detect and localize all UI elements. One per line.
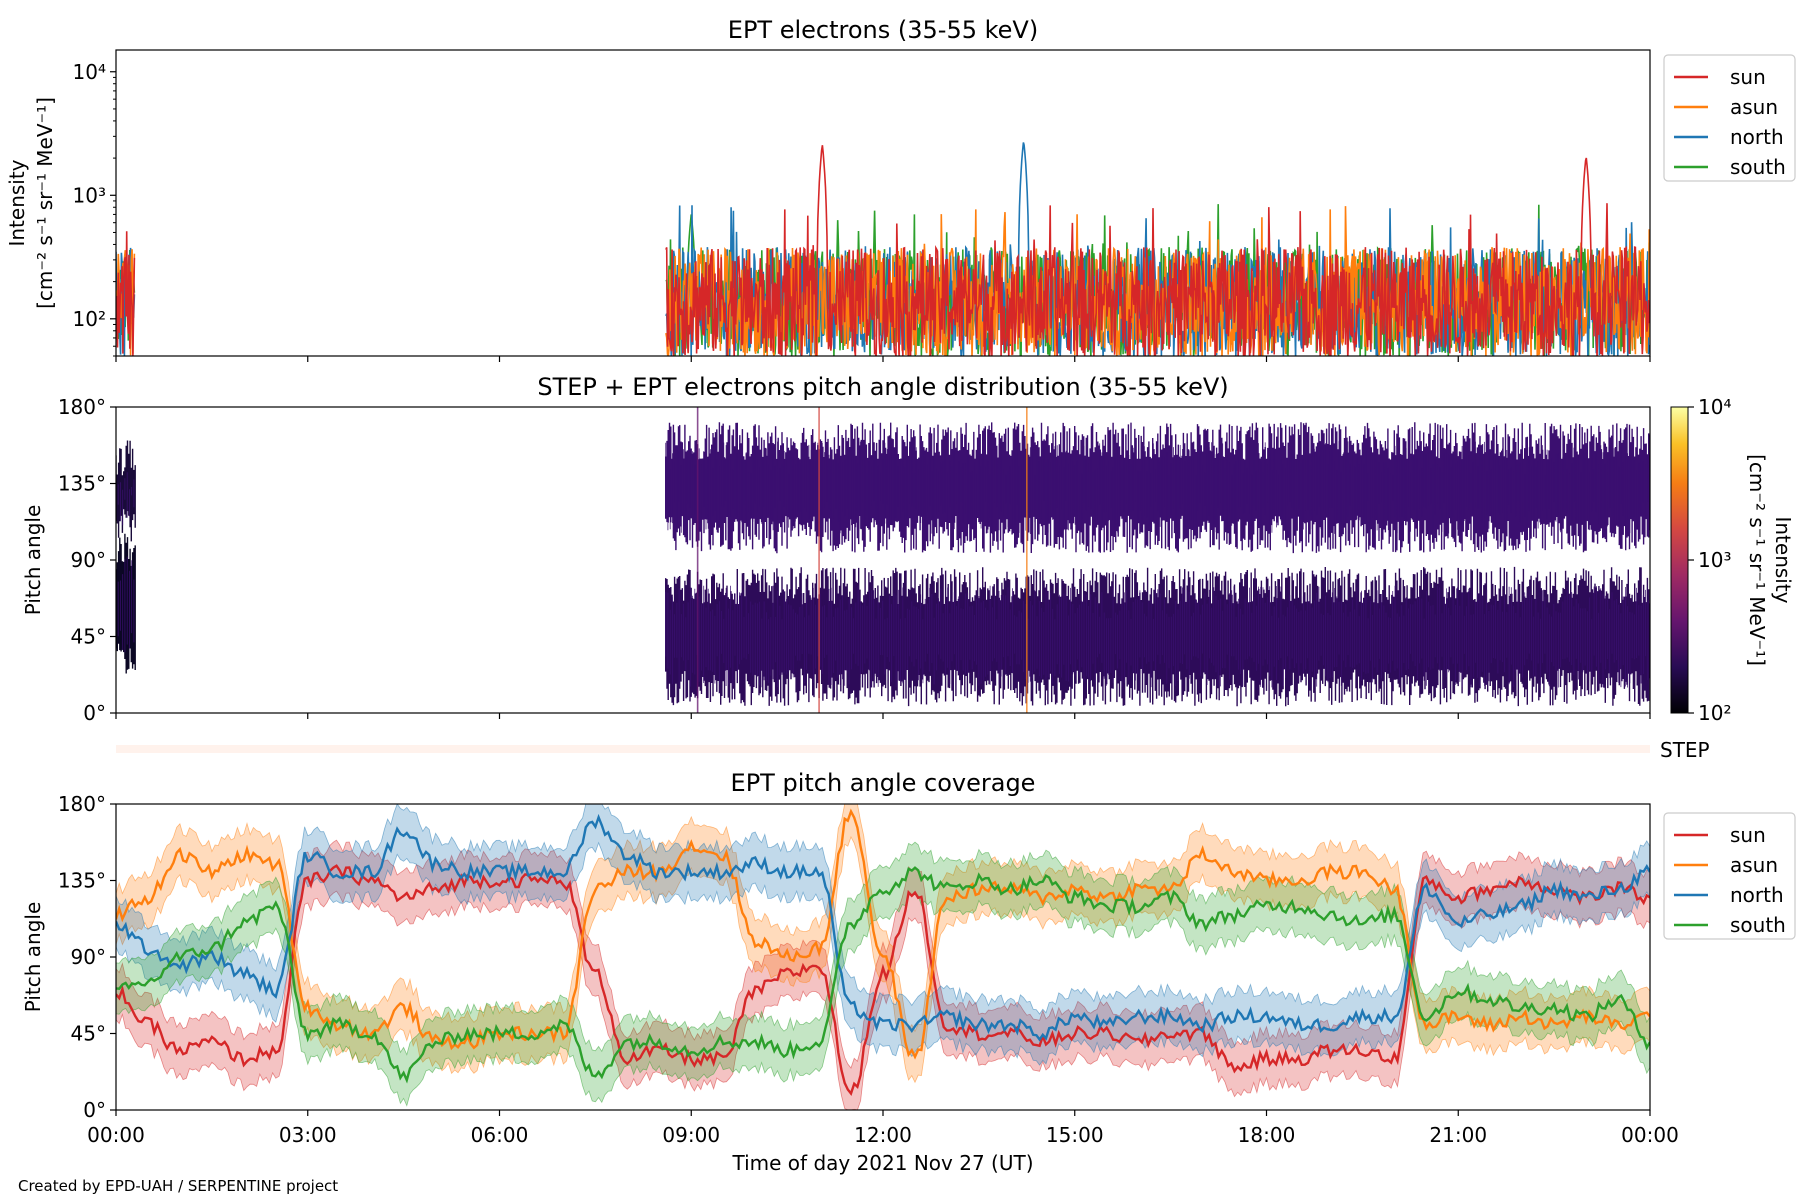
colorbar-tick-label: 10⁴ — [1698, 395, 1731, 419]
coverage-y-ticks: 0° 45° 90° 135° 180° — [58, 792, 116, 1122]
intensity-panel: EPT electrons (35-55 keV) 10² 10³ 10⁴ Inte… — [5, 16, 1796, 362]
pad-title: STEP + EPT electrons pitch angle distrib… — [537, 373, 1228, 401]
pad-plot-area — [116, 407, 1650, 713]
x-tick-label: 00:00 — [1621, 1123, 1679, 1147]
intensity-legend-label-asun: asun — [1730, 95, 1778, 119]
coverage-panel: EPT pitch angle coverage 0° 45° 90° 135° 180… — [21, 769, 1796, 1175]
coverage-band-sun — [116, 839, 1650, 1110]
step-label: STEP — [1660, 738, 1710, 762]
intensity-plot-area — [116, 142, 1650, 356]
colorbar-tick-label: 10³ — [1698, 548, 1731, 572]
coverage-legend: sun asun north south — [1663, 812, 1796, 940]
pad-panel: STEP + EPT electrons pitch angle distrib… — [21, 373, 1795, 725]
x-tick-label: 03:00 — [279, 1123, 337, 1147]
coverage-line-south — [116, 866, 1650, 1084]
pad-ytick-label: 45° — [71, 625, 106, 649]
intensity-ylabel-line1: Intensity — [5, 159, 29, 246]
coverage-ytick-label: 45° — [71, 1022, 106, 1046]
coverage-line-north — [116, 813, 1650, 1042]
coverage-ytick-label: 180° — [58, 792, 106, 816]
x-axis-label: Time of day 2021 Nov 27 (UT) — [732, 1151, 1034, 1175]
coverage-plot-area — [116, 804, 1650, 1110]
intensity-y-ticks: 10² 10³ 10⁴ — [73, 60, 116, 357]
intensity-ytick-label: 10² — [73, 307, 106, 331]
colorbar-tick-label: 10² — [1698, 701, 1731, 725]
pad-band-tex-3 — [665, 441, 1649, 535]
intensity-legend-label-sun: sun — [1730, 65, 1766, 89]
intensity-legend-label-south: south — [1730, 155, 1786, 179]
coverage-ytick-label: 0° — [83, 1098, 106, 1122]
pad-ytick-label: 90° — [71, 548, 106, 572]
intensity-ytick-label: 10³ — [73, 183, 106, 207]
intensity-ylabel-line2: [cm⁻² s⁻¹ sr⁻¹ MeV⁻¹] — [33, 97, 57, 309]
pad-band-tex-1 — [116, 472, 135, 526]
credit-text: Created by EPD-UAH / SERPENTINE project — [18, 1177, 338, 1195]
coverage-ylabel: Pitch angle — [21, 902, 45, 1013]
step-strip: STEP — [116, 738, 1710, 762]
pad-band-tex-0 — [116, 556, 135, 661]
x-tick-label: 12:00 — [854, 1123, 912, 1147]
pad-ytick-label: 0° — [83, 701, 106, 725]
x-tick-label: 18:00 — [1238, 1123, 1296, 1147]
coverage-legend-label-sun: sun — [1730, 823, 1766, 847]
pad-ylabel: Pitch angle — [21, 505, 45, 616]
colorbar-ticks: 10² 10³ 10⁴ — [1688, 395, 1731, 725]
pad-ytick-label: 180° — [58, 395, 106, 419]
coverage-legend-label-asun: asun — [1730, 853, 1778, 877]
pad-band-1 — [116, 440, 136, 542]
pad-y-ticks: 0° 45° 90° 135° 180° — [58, 395, 116, 725]
x-tick-label: 09:00 — [662, 1123, 720, 1147]
coverage-legend-label-south: south — [1730, 913, 1786, 937]
x-tick-label: 21:00 — [1429, 1123, 1487, 1147]
colorbar — [1670, 406, 1689, 714]
coverage-band-asun — [116, 804, 1650, 1084]
coverage-legend-box — [1663, 812, 1796, 940]
coverage-legend-label-north: north — [1730, 883, 1784, 907]
pad-x-ticks — [115, 713, 1651, 719]
intensity-ytick-label: 10⁴ — [73, 60, 106, 84]
colorbar-label-line2: [cm⁻² s⁻¹ sr⁻¹ MeV⁻¹] — [1745, 454, 1769, 666]
coverage-ytick-label: 135° — [58, 869, 106, 893]
intensity-x-ticks — [115, 356, 1651, 362]
intensity-line-sun — [116, 145, 1650, 356]
coverage-ytick-label: 90° — [71, 945, 106, 969]
coverage-x-ticks: 00:00 03:00 06:00 09:00 12:00 15:00 18:00 21:00… — [87, 1110, 1679, 1147]
coverage-title: EPT pitch angle coverage — [731, 769, 1036, 797]
pad-band-tex-2 — [665, 585, 1649, 688]
pad-ytick-label: 135° — [58, 472, 106, 496]
x-tick-label: 00:00 — [87, 1123, 145, 1147]
colorbar-label-line1: Intensity — [1771, 516, 1795, 603]
coverage-line-sun — [116, 864, 1650, 1096]
intensity-legend: sun asun north south — [1663, 54, 1796, 182]
x-tick-label: 06:00 — [471, 1123, 529, 1147]
pad-band-0 — [116, 533, 136, 674]
coverage-band-north — [116, 804, 1650, 1066]
x-tick-label: 15:00 — [1046, 1123, 1104, 1147]
intensity-legend-label-north: north — [1730, 125, 1784, 149]
intensity-title: EPT electrons (35-55 keV) — [728, 16, 1038, 44]
coverage-line-asun — [116, 808, 1650, 1060]
step-bar — [116, 745, 1650, 753]
intensity-legend-box — [1663, 54, 1796, 182]
